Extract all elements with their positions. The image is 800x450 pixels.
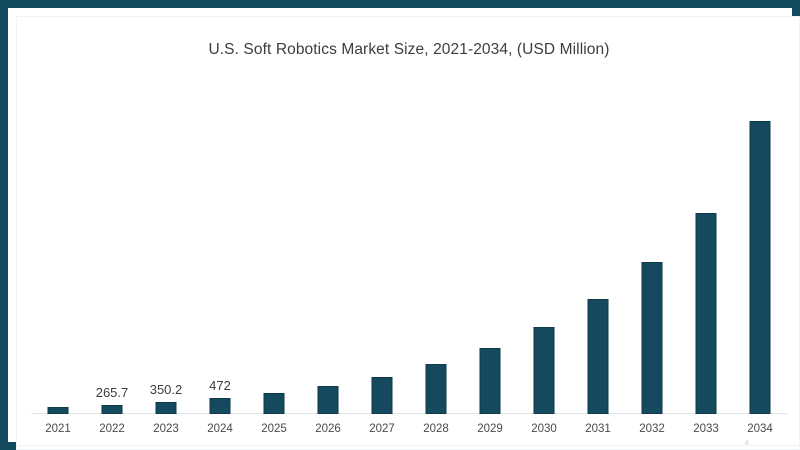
bar[interactable] — [47, 407, 69, 414]
bar-value-label: 350.2 — [149, 382, 183, 398]
x-axis-baseline — [31, 413, 787, 414]
footnote-marker: 4 — [745, 440, 749, 447]
chart-title: U.S. Soft Robotics Market Size, 2021-203… — [208, 41, 610, 58]
bar-group: 2029 — [463, 89, 517, 435]
bar-group: 2031 — [571, 89, 625, 435]
bar-group: 2027 — [355, 89, 409, 435]
x-axis-tick-label: 2029 — [477, 423, 503, 435]
bar-group: 2025 — [247, 89, 301, 435]
bar[interactable] — [371, 377, 393, 414]
bar-value-label: 265.7 — [95, 385, 129, 401]
bar-group: 2021 — [31, 89, 85, 435]
bar-group: 350.2 2023 — [139, 89, 193, 435]
bar[interactable] — [101, 405, 123, 414]
bar[interactable] — [317, 385, 339, 414]
x-axis-tick-label: 2027 — [369, 423, 395, 435]
x-axis-tick-label: 2031 — [585, 423, 611, 435]
x-axis-tick-label: 2023 — [153, 423, 179, 435]
x-axis-tick-label: 2032 — [639, 423, 665, 435]
x-axis-tick-label: 2024 — [207, 423, 233, 435]
x-axis-tick-label: 2030 — [531, 423, 557, 435]
x-axis-tick-label: 2034 — [747, 423, 773, 435]
bar-value-label: 472 — [209, 378, 231, 394]
plot-area: 2021 265.7 2022 350.2 2023 472 2024 2025 2026 202… — [31, 89, 787, 435]
bar[interactable] — [479, 347, 501, 414]
bar-group: 2033 — [679, 89, 733, 435]
x-axis-tick-label: 2028 — [423, 423, 449, 435]
bar[interactable] — [695, 212, 717, 414]
bar[interactable] — [263, 393, 285, 414]
bar[interactable] — [155, 402, 177, 414]
x-axis-tick-label: 2033 — [693, 423, 719, 435]
bar[interactable] — [425, 364, 447, 414]
bar-group: 2026 — [301, 89, 355, 435]
x-axis-tick-label: 2025 — [261, 423, 287, 435]
bar-group: 2032 — [625, 89, 679, 435]
bar[interactable] — [209, 398, 231, 414]
bar-group: 2034 — [733, 89, 787, 435]
bar[interactable] — [533, 327, 555, 414]
x-axis-tick-label: 2022 — [99, 423, 125, 435]
bar-group: 472 2024 — [193, 89, 247, 435]
x-axis-tick-label: 2026 — [315, 423, 341, 435]
bar[interactable] — [641, 262, 663, 414]
bar-group: 265.7 2022 — [85, 89, 139, 435]
footer-divider — [18, 445, 800, 446]
bar[interactable] — [587, 298, 609, 414]
bar-group: 2030 — [517, 89, 571, 435]
bar-group: 2028 — [409, 89, 463, 435]
bar[interactable] — [749, 121, 771, 414]
x-axis-tick-label: 2021 — [45, 423, 71, 435]
chart-canvas: U.S. Soft Robotics Market Size, 2021-203… — [16, 16, 800, 450]
